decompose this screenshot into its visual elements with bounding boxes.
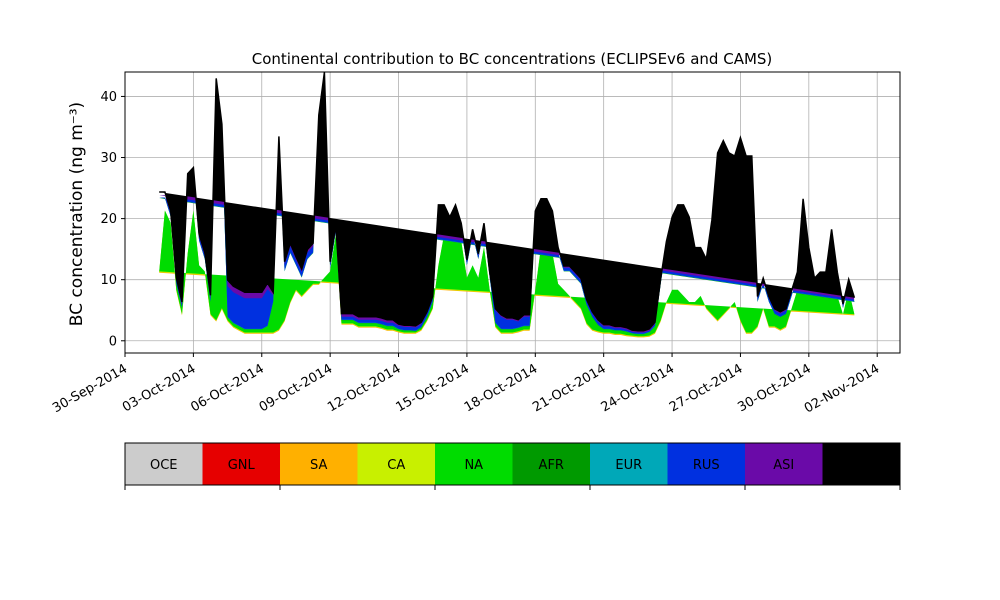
legend-swatch-aus [822,443,900,485]
stacked-areas [159,72,855,338]
legend-swatch-afr [512,443,590,485]
legend-frame [124,442,901,486]
legend-swatch-rus [667,443,745,485]
legend-label: SA [310,458,327,473]
legend-label: AUS [848,458,875,473]
plot-frame [124,71,901,354]
y-tick-label: 40 [100,90,117,105]
legend-label: GNL [228,458,256,473]
legend-label: NA [464,458,483,473]
y-tick-label: 10 [100,273,117,288]
legend-swatch-sa [280,443,358,485]
legend-swatch-gnl [202,443,280,485]
total-outline [159,72,856,332]
legend-swatch-na [435,443,513,485]
legend-swatch-eur [590,443,668,485]
y-tick-label: 30 [100,151,117,166]
y-tick-label: 20 [100,212,117,227]
colorbar-legend: OCE GNL SA CA NA AFR EUR RUS ASI AUS [124,442,901,490]
legend-swatch-oce [125,443,203,485]
y-ticks: 0 10 20 30 40 [100,90,125,349]
legend-label: ASI [773,458,794,473]
legend-swatch-asi [745,443,823,485]
y-axis-label: BC concentration (ng m⁻³) [67,102,87,326]
area-aus [159,72,855,331]
legend-swatch-ca [357,443,435,485]
legend-label: AFR [539,458,564,473]
legend-label: RUS [693,458,720,473]
chart-title: Continental contribution to BC concentra… [252,50,773,68]
legend-label: EUR [615,458,642,473]
y-tick-label: 0 [109,334,117,349]
legend-label: OCE [150,458,178,473]
legend-label: CA [387,458,405,473]
total-line [159,72,856,332]
